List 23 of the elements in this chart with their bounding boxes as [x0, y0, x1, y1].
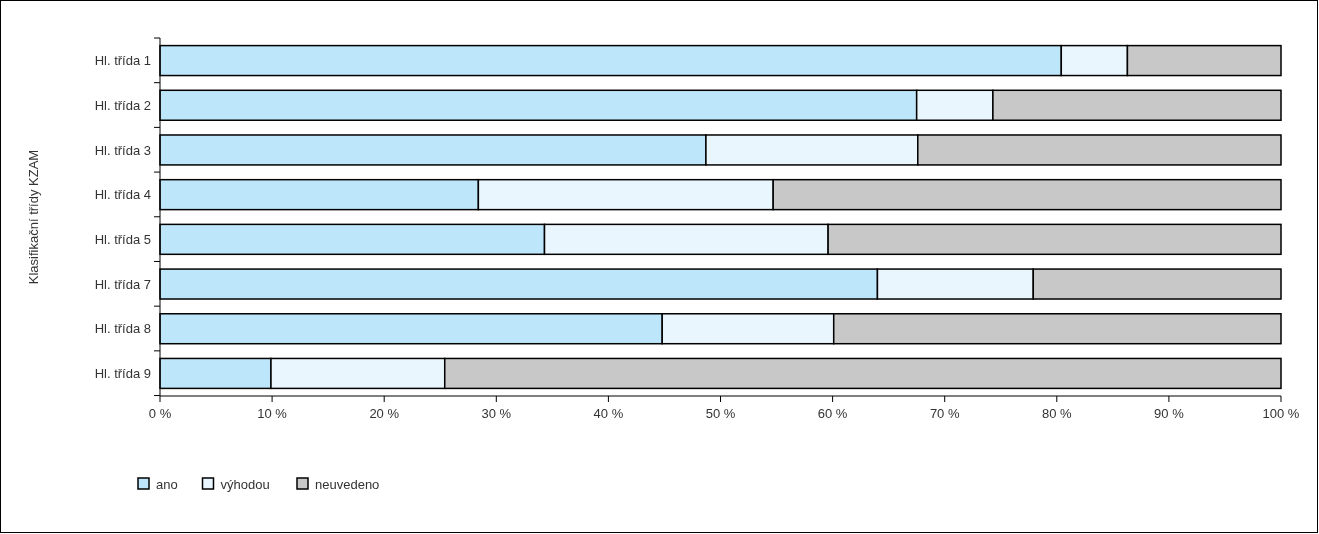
x-tick-label: 70 % [929, 406, 960, 421]
x-tick-label: 90 % [1154, 406, 1185, 421]
y-tick-label: Hl. třída 4 [94, 187, 151, 203]
y-tick-label: Hl. třída 1 [94, 53, 151, 69]
x-tick-label: 30 % [481, 406, 512, 421]
y-axis-title: Klasifikační třídy KZAM [26, 149, 41, 285]
x-tick-label: 10 % [257, 406, 288, 421]
x-tick-label: 20 % [369, 406, 400, 421]
legend-label: ano [156, 476, 178, 492]
legend-label: výhodou [220, 476, 270, 492]
y-tick-label: Hl. třída 7 [94, 276, 151, 292]
x-tick-label: 100 % [1262, 406, 1300, 421]
x-tick-label: 40 % [593, 406, 624, 421]
y-tick-label: Hl. třída 9 [94, 365, 151, 381]
legend-label: neuvedeno [315, 476, 380, 492]
y-tick-label: Hl. třída 5 [94, 231, 151, 247]
y-tick-label: Hl. třída 8 [94, 321, 151, 337]
x-tick-label: 60 % [817, 406, 848, 421]
y-tick-label: Hl. třída 3 [94, 142, 151, 158]
x-tick-label: 50 % [705, 406, 736, 421]
x-tick-label: 0 % [148, 406, 172, 421]
y-tick-label: Hl. třída 2 [94, 97, 151, 113]
x-tick-label: 80 % [1041, 406, 1073, 421]
